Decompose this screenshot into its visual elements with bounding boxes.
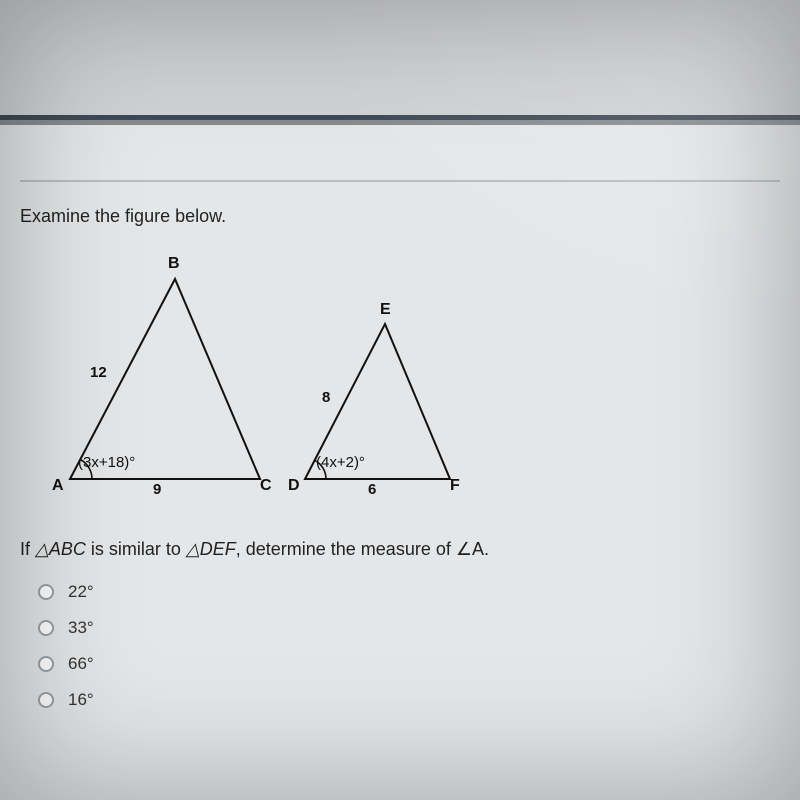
angle-a-label: (3x+18)° bbox=[78, 454, 135, 471]
q-prefix: If bbox=[20, 539, 35, 559]
vertex-a-label: A bbox=[52, 477, 64, 495]
radio-icon[interactable] bbox=[38, 656, 54, 672]
prompt-text: Examine the figure below. bbox=[20, 206, 780, 227]
option-row[interactable]: 33° bbox=[38, 610, 780, 646]
option-label: 22° bbox=[68, 582, 94, 602]
q-suffix: , determine the measure of ∠A. bbox=[236, 539, 489, 559]
option-label: 16° bbox=[68, 690, 94, 710]
q-tri1: △ABC bbox=[35, 539, 86, 559]
q-mid: is similar to bbox=[86, 539, 186, 559]
vertex-e-label: E bbox=[380, 301, 391, 319]
angle-d-label: (4x+2)° bbox=[316, 454, 365, 471]
side-ab-label: 12 bbox=[90, 364, 107, 381]
radio-icon[interactable] bbox=[38, 620, 54, 636]
side-ac-label: 9 bbox=[153, 481, 161, 498]
side-df-label: 6 bbox=[368, 481, 376, 498]
header-panel bbox=[0, 0, 800, 120]
question-content: Examine the figure below. B A C 12 9 (3x… bbox=[20, 180, 780, 740]
options-list: 22° 33° 66° 16° bbox=[38, 574, 780, 718]
vertex-f-label: F bbox=[450, 477, 460, 495]
vertex-b-label: B bbox=[168, 255, 180, 273]
radio-icon[interactable] bbox=[38, 692, 54, 708]
vertex-d-label: D bbox=[288, 477, 300, 495]
option-row[interactable]: 22° bbox=[38, 574, 780, 610]
vertex-c-label: C bbox=[260, 477, 272, 495]
option-row[interactable]: 16° bbox=[38, 682, 780, 718]
option-row[interactable]: 66° bbox=[38, 646, 780, 682]
q-tri2: △DEF bbox=[186, 539, 236, 559]
geometry-figure: B A C 12 9 (3x+18)° E D F 8 6 (4x+2)° bbox=[30, 249, 550, 519]
option-label: 66° bbox=[68, 654, 94, 674]
radio-icon[interactable] bbox=[38, 584, 54, 600]
question-text: If △ABC is similar to △DEF, determine th… bbox=[20, 539, 780, 560]
side-de-label: 8 bbox=[322, 389, 330, 406]
option-label: 33° bbox=[68, 618, 94, 638]
